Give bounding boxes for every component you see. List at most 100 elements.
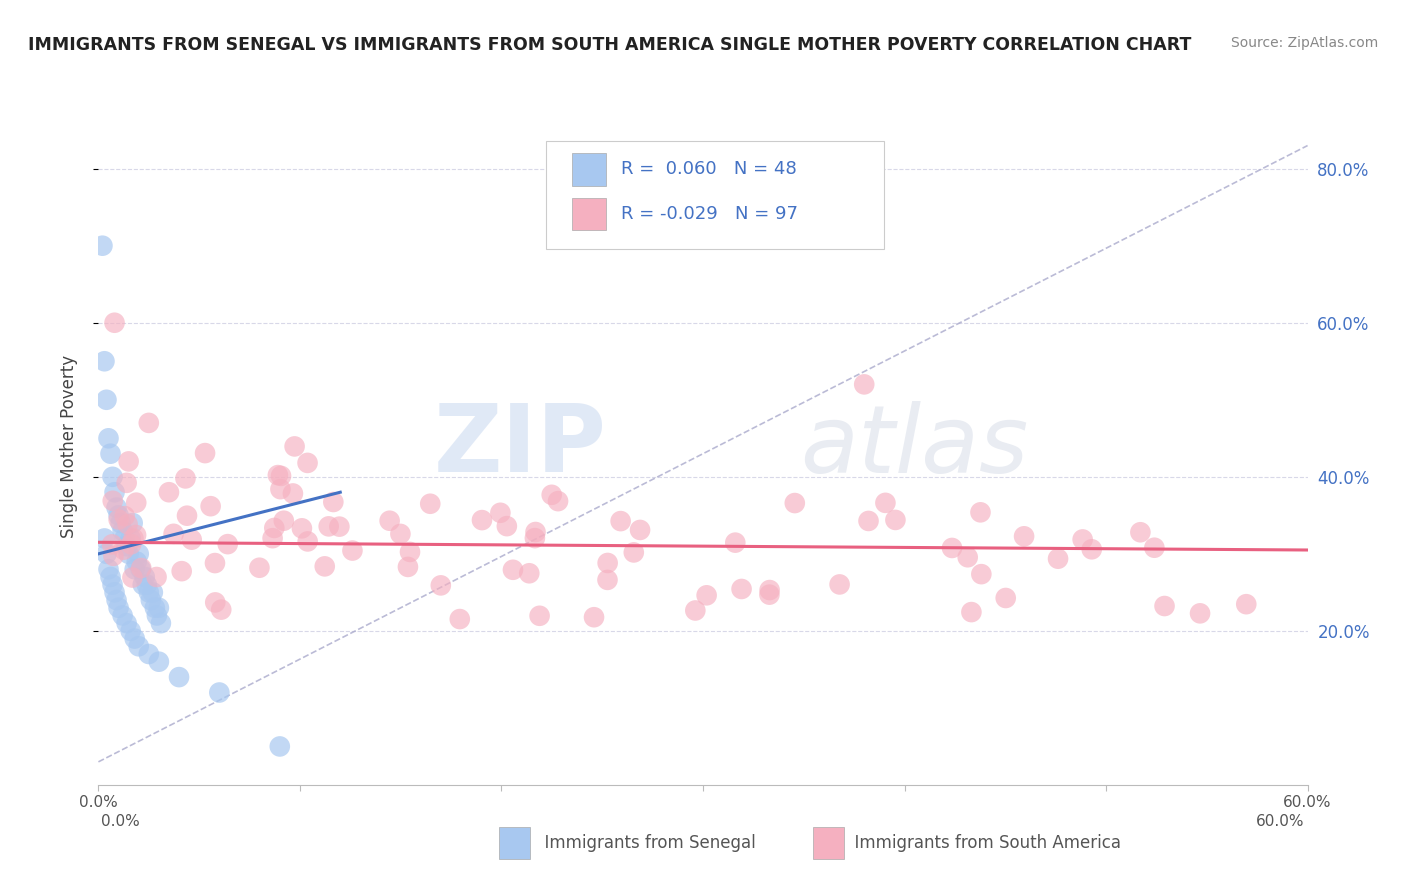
Point	[115, 475, 138, 490]
Point	[209, 602, 232, 616]
Text: Immigrants from Senegal: Immigrants from Senegal	[534, 834, 756, 852]
Point	[91, 238, 114, 252]
Point	[124, 562, 146, 576]
Y-axis label: Single Mother Poverty: Single Mother Poverty	[59, 354, 77, 538]
Point	[1189, 607, 1212, 621]
Point	[628, 523, 651, 537]
Point	[124, 632, 146, 646]
Point	[122, 532, 145, 546]
Point	[128, 640, 150, 654]
Point	[204, 595, 226, 609]
Point	[328, 519, 350, 533]
Point	[145, 570, 167, 584]
Point	[101, 577, 124, 591]
Point	[758, 588, 780, 602]
Text: R = -0.029   N = 97: R = -0.029 N = 97	[621, 205, 797, 223]
Point	[273, 514, 295, 528]
Point	[529, 608, 551, 623]
Point	[291, 521, 314, 535]
Point	[103, 485, 125, 500]
Point	[495, 519, 517, 533]
Point	[941, 541, 963, 555]
Point	[93, 532, 115, 546]
Point	[111, 608, 134, 623]
Point	[828, 577, 851, 591]
Point	[121, 516, 143, 530]
FancyBboxPatch shape	[572, 198, 606, 230]
Point	[105, 500, 128, 515]
Point	[783, 496, 806, 510]
Point	[97, 431, 120, 445]
Point	[969, 505, 991, 519]
Point	[157, 485, 180, 500]
Point	[129, 562, 152, 576]
Point	[167, 670, 190, 684]
Point	[399, 545, 422, 559]
Point	[103, 585, 125, 599]
Text: 0.0%: 0.0%	[101, 814, 141, 829]
Point	[118, 547, 141, 561]
Point	[101, 537, 124, 551]
Point	[200, 499, 222, 513]
Point	[134, 570, 156, 584]
Point	[101, 493, 124, 508]
Point	[101, 470, 124, 484]
Point	[96, 392, 118, 407]
Point	[121, 570, 143, 584]
Point	[262, 531, 284, 545]
Point	[135, 577, 157, 591]
Point	[100, 570, 122, 584]
Point	[853, 377, 876, 392]
Text: ZIP: ZIP	[433, 400, 606, 492]
Text: atlas: atlas	[800, 401, 1028, 491]
Point	[139, 593, 162, 607]
Point	[107, 508, 129, 523]
Point	[297, 456, 319, 470]
Point	[858, 514, 880, 528]
Point	[125, 555, 148, 569]
Point	[1012, 529, 1035, 543]
Point	[120, 537, 142, 551]
Text: IMMIGRANTS FROM SENEGAL VS IMMIGRANTS FROM SOUTH AMERICA SINGLE MOTHER POVERTY C: IMMIGRANTS FROM SENEGAL VS IMMIGRANTS FR…	[28, 36, 1191, 54]
Point	[120, 624, 142, 638]
Point	[582, 610, 605, 624]
Point	[1071, 533, 1094, 547]
FancyBboxPatch shape	[572, 153, 606, 186]
Point	[138, 585, 160, 599]
Point	[105, 593, 128, 607]
Point	[176, 508, 198, 523]
Point	[107, 600, 129, 615]
Point	[730, 582, 752, 596]
Point	[132, 577, 155, 591]
Point	[146, 608, 169, 623]
Point	[960, 605, 983, 619]
Point	[502, 563, 524, 577]
Point	[180, 533, 202, 547]
Point	[111, 524, 134, 538]
Point	[1047, 551, 1070, 566]
Point	[540, 488, 562, 502]
Point	[269, 739, 291, 754]
Point	[97, 562, 120, 576]
Point	[115, 539, 138, 553]
Point	[148, 600, 170, 615]
Point	[524, 524, 547, 539]
Point	[318, 519, 340, 533]
Text: Source: ZipAtlas.com: Source: ZipAtlas.com	[1230, 36, 1378, 50]
Point	[117, 517, 139, 532]
Point	[1153, 599, 1175, 613]
Point	[724, 535, 747, 549]
Point	[170, 564, 193, 578]
Point	[623, 545, 645, 559]
Point	[110, 516, 132, 530]
Point	[970, 567, 993, 582]
Point	[103, 316, 125, 330]
Point	[128, 547, 150, 561]
Point	[267, 468, 290, 483]
Point	[129, 561, 152, 575]
Point	[118, 454, 141, 468]
Point	[96, 547, 118, 561]
Point	[1129, 525, 1152, 540]
Point	[249, 560, 271, 574]
Point	[114, 509, 136, 524]
